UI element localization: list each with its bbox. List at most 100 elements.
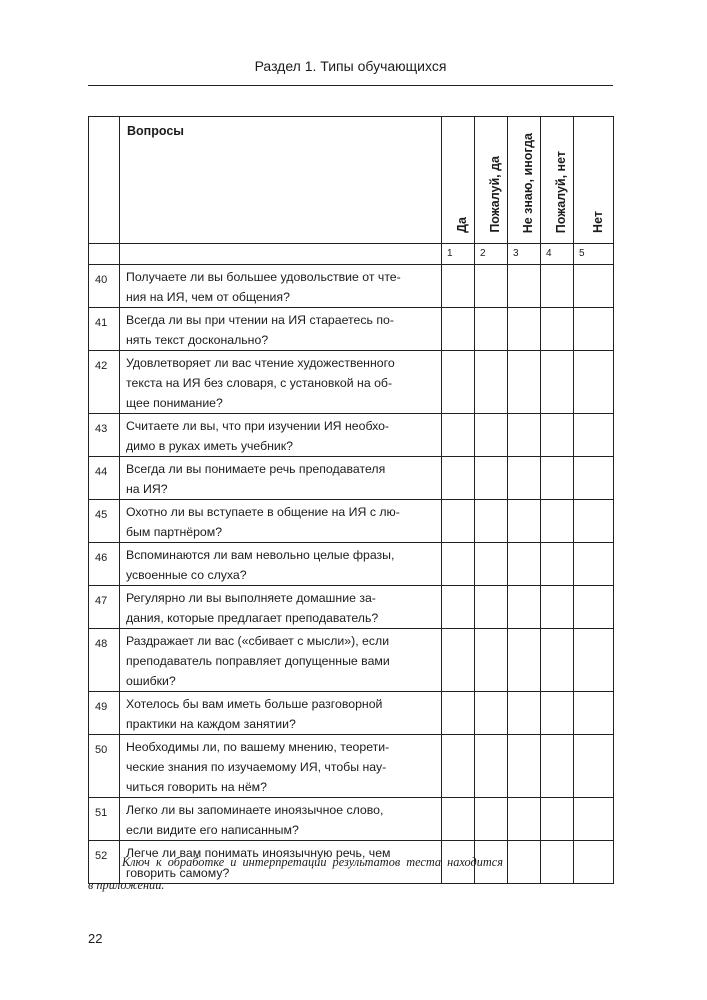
answer-cell[interactable]	[507, 413, 541, 457]
question-line: ошибки?	[126, 674, 176, 688]
answer-cell[interactable]	[540, 691, 574, 735]
question-line: димо в руках иметь учебник?	[126, 439, 293, 453]
answer-cell[interactable]	[540, 307, 574, 351]
answer-cell[interactable]	[540, 542, 574, 586]
answer-cell[interactable]	[474, 413, 508, 457]
answer-cell[interactable]	[573, 350, 614, 414]
answer-cell[interactable]	[474, 734, 508, 798]
question-line: бым партнёром?	[126, 525, 223, 539]
answer-cell[interactable]	[573, 413, 614, 457]
answer-cell[interactable]	[573, 734, 614, 798]
answer-cell[interactable]	[540, 840, 574, 884]
answer-cell[interactable]	[474, 840, 508, 884]
page-number: 22	[88, 931, 103, 946]
answer-cell[interactable]	[540, 585, 574, 629]
answer-cell[interactable]	[573, 628, 614, 692]
question-line: Легче ли вам понимать иноязычную речь, ч…	[126, 846, 391, 860]
answer-cell[interactable]	[507, 628, 541, 692]
answer-cell[interactable]	[474, 350, 508, 414]
answer-cell[interactable]	[474, 264, 508, 308]
question-line: на ИЯ?	[126, 482, 168, 496]
answer-cell[interactable]	[573, 797, 614, 841]
question-number: 44	[88, 456, 120, 500]
answer-cell[interactable]	[474, 797, 508, 841]
answer-cell[interactable]	[441, 628, 475, 692]
question-text: Хотелось бы вам иметь больше разговорной…	[119, 691, 442, 735]
answer-cell[interactable]	[573, 499, 614, 543]
table-row: 46 Вспоминаются ли вам невольно целые фра…	[88, 542, 614, 586]
answer-cell[interactable]	[441, 499, 475, 543]
table-row: 47 Регулярно ли вы выполняете домашние за…	[88, 585, 614, 629]
answer-cell[interactable]	[474, 542, 508, 586]
answer-cell[interactable]	[573, 264, 614, 308]
answer-cell[interactable]	[441, 413, 475, 457]
answer-cell[interactable]	[540, 264, 574, 308]
question-text: Легче ли вам понимать иноязычную речь, ч…	[119, 840, 442, 884]
answer-cell[interactable]	[507, 264, 541, 308]
answer-cell[interactable]	[507, 691, 541, 735]
question-number: 41	[88, 307, 120, 351]
answer-cell[interactable]	[474, 499, 508, 543]
answer-cell[interactable]	[540, 350, 574, 414]
answer-cell[interactable]	[441, 691, 475, 735]
answer-cell[interactable]	[573, 585, 614, 629]
answer-cell[interactable]	[507, 499, 541, 543]
answer-cell[interactable]	[573, 542, 614, 586]
answer-cell[interactable]	[441, 585, 475, 629]
answer-cell[interactable]	[507, 585, 541, 629]
answer-cell[interactable]	[507, 307, 541, 351]
question-line: ния на ИЯ, чем от общения?	[126, 290, 290, 304]
answer-cell[interactable]	[441, 542, 475, 586]
table-row: 41 Всегда ли вы при чтении на ИЯ стараете…	[88, 307, 614, 351]
answer-cell[interactable]	[474, 628, 508, 692]
answer-cell[interactable]	[507, 734, 541, 798]
answer-cell[interactable]	[540, 413, 574, 457]
question-line: говорить самому?	[126, 866, 230, 880]
question-line: щее понимание?	[126, 396, 223, 410]
answer-cell[interactable]	[573, 691, 614, 735]
answer-header-label: Пожалуй, да	[488, 156, 502, 233]
question-number: 51	[88, 797, 120, 841]
table-row: 51 Легко ли вы запоминаете иноязычное сло…	[88, 797, 614, 841]
answer-cell[interactable]	[507, 350, 541, 414]
answer-header-dont-know: Не знаю, иногда	[507, 116, 541, 244]
question-text: Необходимы ли, по вашему мнению, теорети…	[119, 734, 442, 798]
table-row: 52 Легче ли вам понимать иноязычную речь,…	[88, 840, 614, 884]
answer-cell[interactable]	[441, 350, 475, 414]
answer-cell[interactable]	[474, 691, 508, 735]
answer-cell[interactable]	[474, 585, 508, 629]
answer-cell[interactable]	[441, 307, 475, 351]
answer-cell[interactable]	[474, 307, 508, 351]
answer-cell[interactable]	[540, 628, 574, 692]
answer-cell[interactable]	[573, 840, 614, 884]
table-row: 42 Удовлетворяет ли вас чтение художестве…	[88, 350, 614, 414]
answer-cell[interactable]	[441, 734, 475, 798]
answer-cell[interactable]	[573, 307, 614, 351]
table-row: 45 Охотно ли вы вступаете в общение на ИЯ…	[88, 499, 614, 543]
answer-header-label: Да	[455, 217, 469, 233]
question-number: 43	[88, 413, 120, 457]
answer-cell[interactable]	[573, 456, 614, 500]
answer-cell[interactable]	[507, 542, 541, 586]
answer-cell[interactable]	[540, 499, 574, 543]
question-text: Регулярно ли вы выполняете домашние за-д…	[119, 585, 442, 629]
question-line: Хотелось бы вам иметь больше разговорной	[126, 697, 383, 711]
answer-cell[interactable]	[441, 797, 475, 841]
answer-cell[interactable]	[441, 264, 475, 308]
answer-cell[interactable]	[540, 734, 574, 798]
question-line: Всегда ли вы при чтении на ИЯ стараетесь…	[126, 313, 394, 327]
table-row: 43 Считаете ли вы, что при изучении ИЯ не…	[88, 413, 614, 457]
answer-cell[interactable]	[507, 456, 541, 500]
question-text: Раздражает ли вас («сбивает с мысли»), е…	[119, 628, 442, 692]
answer-cell[interactable]	[474, 456, 508, 500]
question-line: текста на ИЯ без словаря, с установкой н…	[126, 376, 393, 390]
answer-number-row: 1 2 3 4 5	[88, 243, 614, 265]
answer-cell[interactable]	[540, 797, 574, 841]
answer-cell[interactable]	[540, 456, 574, 500]
question-number: 49	[88, 691, 120, 735]
answer-cell[interactable]	[441, 840, 475, 884]
answer-cell[interactable]	[507, 797, 541, 841]
answer-cell[interactable]	[441, 456, 475, 500]
answer-header-label: Пожалуй, нет	[554, 150, 568, 233]
questionnaire-table: Вопросы Да Пожалуй, да Не знаю, иногда П…	[88, 116, 614, 884]
